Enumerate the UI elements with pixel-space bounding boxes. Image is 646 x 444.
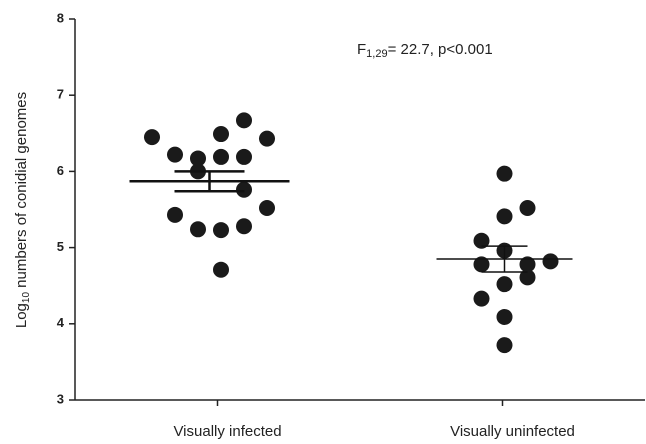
data-point (167, 146, 183, 163)
y-tick-label: 8 (57, 10, 64, 25)
data-point (144, 129, 160, 146)
data-point (213, 126, 229, 143)
data-point (213, 148, 229, 165)
data-point (213, 222, 229, 239)
y-tick-label: 5 (57, 239, 64, 254)
data-point (519, 256, 536, 273)
data-point (236, 218, 252, 235)
x-tick-label: Visually infected (173, 423, 281, 440)
data-point (167, 206, 183, 223)
data-point (190, 150, 206, 167)
data-point (496, 208, 513, 225)
y-tick-label: 3 (57, 391, 64, 406)
y-tick-label: 7 (57, 87, 64, 102)
data-point (259, 130, 275, 147)
data-point (519, 199, 536, 216)
data-point (473, 290, 490, 307)
data-point (496, 165, 513, 182)
data-point (542, 253, 559, 270)
data-point (496, 337, 513, 354)
annotation: F1,29= 22.7, p<0.001 (357, 41, 493, 60)
y-axis-label: Log10 numbers of conidial genomes (13, 92, 32, 328)
data-point (496, 308, 513, 325)
y-tick-label: 6 (57, 163, 64, 178)
x-tick-label: Visually uninfected (450, 423, 575, 440)
data-point (236, 181, 252, 198)
data-point (473, 232, 490, 249)
y-tick-label: 4 (57, 315, 65, 330)
data-point (236, 112, 252, 129)
data-point (190, 221, 206, 238)
data-point (496, 276, 513, 293)
data-point (519, 269, 536, 286)
data-point (236, 148, 252, 165)
data-point (213, 261, 229, 278)
data-point (473, 256, 490, 273)
data-point (259, 199, 275, 216)
